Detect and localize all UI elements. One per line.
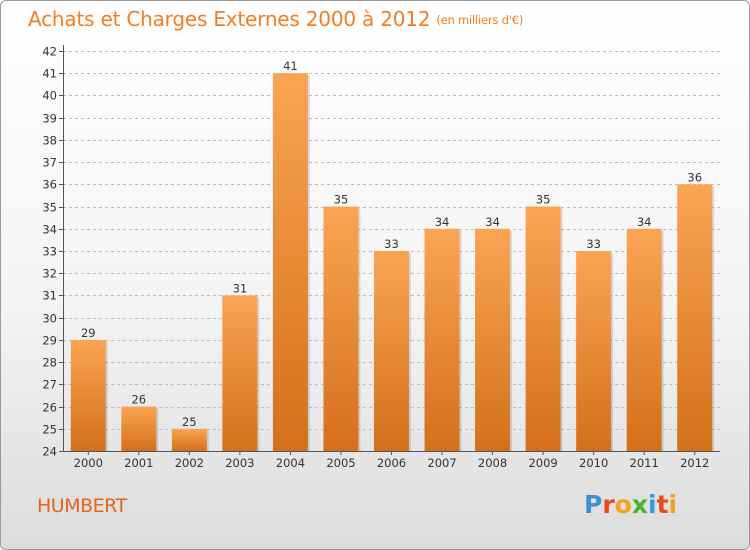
y-tick-label: 40 — [42, 89, 57, 103]
y-tick-label: 38 — [42, 134, 57, 148]
y-tick-label: 37 — [42, 156, 57, 170]
bar-value-label: 35 — [334, 193, 349, 207]
x-tick-label: 2007 — [427, 456, 456, 470]
y-tick-label: 42 — [42, 45, 57, 59]
y-tick-label: 24 — [42, 445, 57, 459]
axes — [59, 45, 720, 455]
logo-letter: i — [648, 490, 657, 519]
y-tick-label: 34 — [42, 223, 57, 237]
chart-unit: (en milliers d'€) — [436, 13, 524, 27]
x-tick-label: 2012 — [680, 456, 709, 470]
logo-letter: i — [668, 490, 678, 519]
y-tick-label: 41 — [42, 67, 57, 81]
x-tick-label: 2010 — [579, 456, 608, 470]
chart-title: Achats et Charges Externes 2000 à 2012 (e… — [28, 7, 523, 31]
logo-letter: r — [602, 490, 615, 519]
bar-value-label: 34 — [637, 215, 652, 229]
bar — [171, 428, 207, 451]
bar — [323, 206, 359, 451]
bar — [525, 206, 561, 451]
y-tick-label: 31 — [42, 289, 57, 303]
bar — [121, 406, 157, 451]
y-tick-label: 39 — [42, 112, 57, 126]
bar — [374, 251, 409, 451]
bar — [222, 295, 258, 451]
x-tick-label: 2000 — [74, 456, 103, 470]
y-tick-label: 32 — [42, 267, 57, 281]
bar — [424, 228, 460, 451]
bar-value-label: 41 — [283, 59, 298, 73]
y-tick-label: 35 — [42, 201, 57, 215]
bar-value-label: 35 — [536, 193, 551, 207]
x-tick-label: 2008 — [478, 456, 507, 470]
y-tick-label: 27 — [42, 378, 57, 392]
proxiti-logo[interactable]: Proxiti — [584, 490, 677, 519]
x-tick-label: 2005 — [326, 456, 355, 470]
x-tick-label: 2011 — [630, 456, 659, 470]
y-tick-label: 29 — [42, 334, 57, 348]
logo-letter: x — [631, 490, 648, 519]
x-tick-label: 2003 — [225, 456, 254, 470]
bar-value-label: 33 — [586, 237, 601, 251]
y-tick-label: 36 — [42, 178, 57, 192]
y-tick-label: 25 — [42, 423, 57, 437]
x-tick-label: 2001 — [124, 456, 153, 470]
bar — [272, 73, 308, 451]
bars — [70, 73, 715, 452]
logo-letter: P — [584, 490, 603, 519]
labels: 24 25 26 27 28 29 30 31 32 33 34 35 36 37 38 39 40 41 42 29… — [42, 45, 709, 471]
bar-value-label: 29 — [81, 326, 96, 340]
bar-value-label: 31 — [233, 281, 248, 295]
bar — [626, 228, 662, 451]
y-tick-label: 30 — [42, 312, 57, 326]
bar-value-label: 36 — [687, 170, 702, 184]
commune-name: HUMBERT — [37, 495, 127, 517]
bar-value-label: 34 — [485, 215, 500, 229]
y-tick-label: 28 — [42, 356, 57, 370]
chart-title-text: Achats et Charges Externes 2000 à 2012 — [28, 7, 431, 31]
bar — [70, 339, 106, 451]
bar-value-label: 33 — [384, 237, 399, 251]
logo-letter: o — [614, 490, 632, 519]
x-tick-label: 2009 — [528, 456, 557, 470]
bar-value-label: 25 — [182, 415, 197, 429]
bar — [576, 251, 612, 451]
y-tick-label: 33 — [42, 245, 57, 259]
bar-value-label: 26 — [131, 393, 146, 407]
x-tick-label: 2006 — [377, 456, 406, 470]
bar-value-label: 34 — [435, 215, 450, 229]
x-tick-label: 2002 — [175, 456, 204, 470]
logo-letter: t — [656, 490, 669, 519]
bar — [677, 184, 713, 452]
y-tick-label: 26 — [42, 401, 57, 415]
bar — [475, 228, 511, 451]
x-tick-label: 2004 — [276, 456, 305, 470]
